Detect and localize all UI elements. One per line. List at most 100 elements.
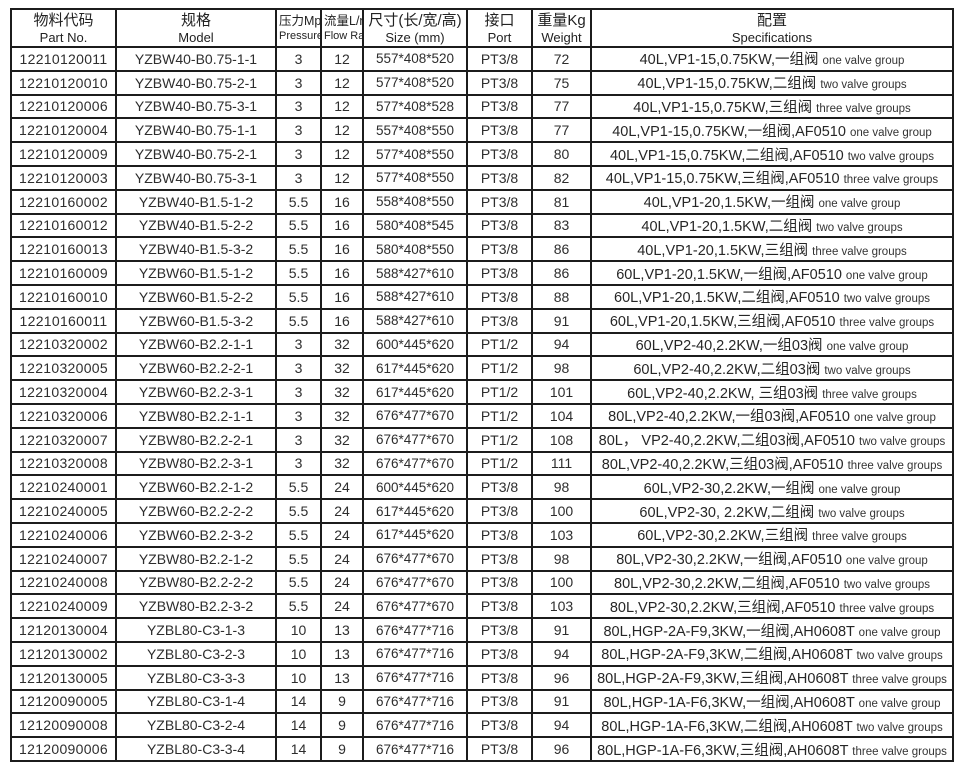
cell-port: PT3/8 bbox=[466, 164, 533, 191]
spec-text: 60L,VP1-20,1.5KW,三组阀,AF0510 bbox=[609, 314, 836, 331]
cell-weight: 81 bbox=[531, 188, 592, 215]
cell-specifications: 60L,VP1-20,1.5KW,三组阀,AF0510 three valve … bbox=[590, 307, 954, 334]
table-row: 12210320007 YZBW80-B2.2-2-1 3 32 676*477… bbox=[10, 426, 954, 453]
cell-size: 577*408*520 bbox=[362, 69, 468, 96]
cell-flow-rate: 9 bbox=[320, 736, 364, 762]
header-port: 接口 Port bbox=[466, 8, 533, 48]
cell-model: YZBW80-B2.2-3-1 bbox=[115, 450, 277, 477]
cell-weight: 103 bbox=[531, 521, 592, 548]
cell-size: 577*408*550 bbox=[362, 164, 468, 191]
cell-size: 577*408*550 bbox=[362, 141, 468, 167]
table-row: 12210120003 YZBW40-B0.75-3-1 3 12 577*40… bbox=[10, 164, 954, 191]
cell-weight: 96 bbox=[531, 664, 592, 691]
cell-size: 617*445*620 bbox=[362, 379, 468, 405]
spec-text-en: two valve groups bbox=[843, 293, 930, 306]
cell-pressure: 10 bbox=[275, 664, 322, 691]
header-size: 尺寸(长/宽/高) Size (mm) bbox=[362, 8, 468, 48]
cell-port: PT3/8 bbox=[466, 712, 533, 739]
cell-specifications: 80L,VP2-40,2.2KW,三组03阀,AF0510 three valv… bbox=[590, 450, 954, 477]
cell-weight: 100 bbox=[531, 498, 592, 524]
cell-specifications: 80L,HGP-2A-F9,3KW,一组阀,AH0608T one valve … bbox=[590, 617, 954, 643]
spec-text: 80L,VP2-30,2.2KW,二组阀,AF0510 bbox=[614, 575, 840, 592]
cell-model: YZBW40-B0.75-3-1 bbox=[115, 164, 277, 191]
cell-part-no: 12210120004 bbox=[10, 117, 117, 144]
cell-size: 557*408*520 bbox=[362, 46, 468, 72]
table-row: 12120130005 YZBL80-C3-3-3 10 13 676*477*… bbox=[10, 664, 954, 691]
table-row: 12210160013 YZBW40-B1.5-3-2 5.5 16 580*4… bbox=[10, 236, 954, 263]
cell-pressure: 3 bbox=[275, 141, 322, 167]
cell-flow-rate: 12 bbox=[320, 69, 364, 96]
spec-text: 40L,VP1-15,0.75KW,一组阀 bbox=[639, 52, 819, 69]
cell-specifications: 80L,HGP-1A-F6,3KW,三组阀,AH0608T three valv… bbox=[590, 736, 954, 762]
cell-flow-rate: 32 bbox=[320, 355, 364, 382]
spec-text: 40L,VP1-20,1.5KW,三组阀 bbox=[637, 242, 809, 259]
spec-text-en: three valve groups bbox=[812, 245, 907, 258]
cell-size: 676*477*670 bbox=[362, 450, 468, 477]
spec-text-en: one valve group bbox=[845, 555, 928, 568]
cell-part-no: 12120130005 bbox=[10, 664, 117, 691]
cell-size: 676*477*716 bbox=[362, 617, 468, 643]
cell-flow-rate: 16 bbox=[320, 307, 364, 334]
cell-flow-rate: 32 bbox=[320, 402, 364, 429]
spec-text: 80L,HGP-2A-F9,3KW,二组阀,AH0608T bbox=[601, 647, 853, 664]
cell-flow-rate: 24 bbox=[320, 569, 364, 596]
cell-model: YZBW60-B2.2-2-1 bbox=[115, 355, 277, 382]
cell-part-no: 12120130002 bbox=[10, 640, 117, 667]
cell-weight: 103 bbox=[531, 593, 592, 620]
spec-text: 60L,VP2-30,2.2KW,三组阀 bbox=[637, 528, 809, 545]
cell-pressure: 3 bbox=[275, 402, 322, 429]
cell-port: PT3/8 bbox=[466, 569, 533, 596]
cell-pressure: 5.5 bbox=[275, 593, 322, 620]
cell-specifications: 40L,VP1-15,0.75KW,二组阀,AF0510 two valve g… bbox=[590, 141, 954, 167]
cell-part-no: 12210240009 bbox=[10, 593, 117, 620]
cell-port: PT1/2 bbox=[466, 355, 533, 382]
cell-flow-rate: 16 bbox=[320, 188, 364, 215]
cell-flow-rate: 24 bbox=[320, 593, 364, 620]
cell-size: 676*477*670 bbox=[362, 545, 468, 572]
spec-text-en: three valve groups bbox=[852, 674, 947, 687]
cell-size: 676*477*716 bbox=[362, 664, 468, 691]
header-flow-rate-en: Flow Rate bbox=[324, 30, 363, 42]
cell-weight: 91 bbox=[531, 688, 592, 715]
cell-flow-rate: 24 bbox=[320, 545, 364, 572]
cell-weight: 82 bbox=[531, 164, 592, 191]
cell-specifications: 60L,VP2-40,2.2KW, 三组03阀 three valve grou… bbox=[590, 379, 954, 405]
cell-flow-rate: 32 bbox=[320, 379, 364, 405]
cell-flow-rate: 9 bbox=[320, 688, 364, 715]
cell-specifications: 60L,VP2-40,2.2KW,一组03阀 one valve group bbox=[590, 331, 954, 358]
cell-flow-rate: 13 bbox=[320, 664, 364, 691]
header-pressure-en: Pressure bbox=[279, 30, 321, 42]
cell-pressure: 3 bbox=[275, 355, 322, 382]
spec-text-en: two valve groups bbox=[856, 721, 943, 734]
cell-pressure: 14 bbox=[275, 736, 322, 762]
cell-port: PT3/8 bbox=[466, 474, 533, 501]
spec-text-en: two valve groups bbox=[859, 436, 946, 449]
table-body: 12210120011 YZBW40-B0.75-1-1 3 12 557*40… bbox=[10, 46, 954, 762]
cell-pressure: 3 bbox=[275, 331, 322, 358]
table-row: 12120090008 YZBL80-C3-2-4 14 9 676*477*7… bbox=[10, 712, 954, 739]
cell-part-no: 12210120009 bbox=[10, 141, 117, 167]
cell-pressure: 5.5 bbox=[275, 521, 322, 548]
header-model-cn: 规格 bbox=[180, 11, 211, 29]
cell-specifications: 80L,VP2-30,2.2KW,三组阀,AF0510 three valve … bbox=[590, 593, 954, 620]
spec-text: 40L,VP1-15,0.75KW,二组阀,AF0510 bbox=[609, 147, 844, 164]
cell-specifications: 80L,VP2-30,2.2KW,一组阀,AF0510 one valve gr… bbox=[590, 545, 954, 572]
spec-text-en: three valve groups bbox=[812, 531, 907, 544]
spec-text-en: two valve groups bbox=[847, 150, 935, 163]
cell-pressure: 5.5 bbox=[275, 260, 322, 286]
cell-size: 557*408*550 bbox=[362, 117, 468, 144]
cell-pressure: 10 bbox=[275, 617, 322, 643]
cell-port: PT3/8 bbox=[466, 46, 533, 72]
cell-model: YZBW60-B1.5-3-2 bbox=[115, 307, 277, 334]
cell-model: YZBW60-B2.2-3-2 bbox=[115, 521, 277, 548]
spec-text-en: two valve groups bbox=[818, 507, 905, 520]
cell-weight: 75 bbox=[531, 69, 592, 96]
table-row: 12210240001 YZBW60-B2.2-1-2 5.5 24 600*4… bbox=[10, 474, 954, 501]
spec-text-en: one valve group bbox=[858, 697, 941, 710]
cell-pressure: 5.5 bbox=[275, 236, 322, 263]
cell-specifications: 60L,VP1-20,1.5KW,二组阀,AF0510 two valve gr… bbox=[590, 283, 954, 310]
cell-flow-rate: 24 bbox=[320, 521, 364, 548]
cell-flow-rate: 16 bbox=[320, 212, 364, 239]
spec-text: 40L,VP1-15,0.75KW,三组阀 bbox=[633, 99, 813, 116]
cell-pressure: 14 bbox=[275, 688, 322, 715]
